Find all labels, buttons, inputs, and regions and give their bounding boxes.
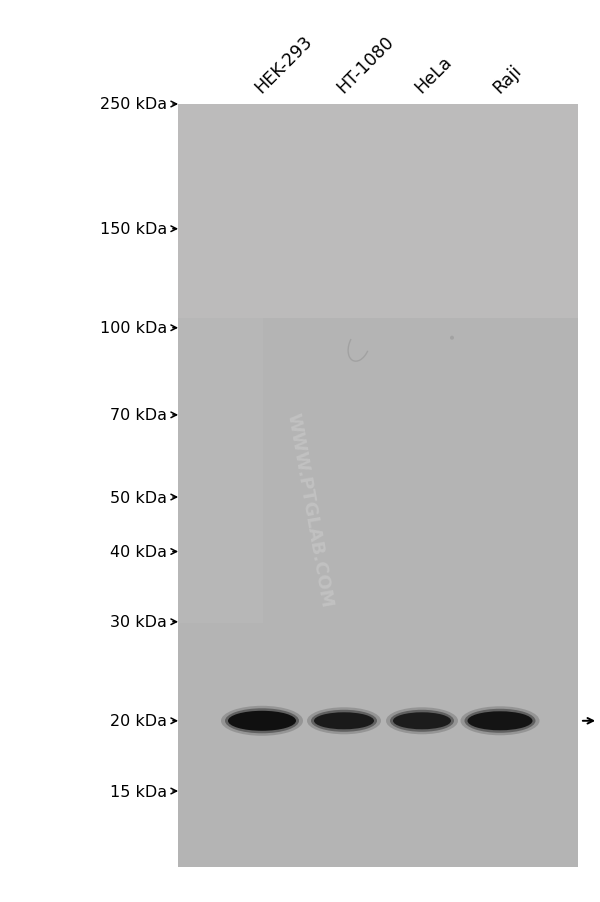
Bar [178, 318, 263, 623]
Ellipse shape [228, 711, 296, 731]
Ellipse shape [464, 709, 536, 733]
Text: Raji: Raji [489, 61, 525, 97]
Bar [178, 105, 578, 318]
Ellipse shape [307, 707, 381, 734]
Text: 20 kDa: 20 kDa [110, 713, 167, 729]
Ellipse shape [225, 708, 299, 733]
Ellipse shape [467, 712, 533, 731]
Text: HT-1080: HT-1080 [333, 32, 397, 97]
Ellipse shape [221, 706, 303, 736]
Text: 30 kDa: 30 kDa [110, 614, 167, 630]
Text: WWW.PTGLAB.COM: WWW.PTGLAB.COM [284, 410, 336, 608]
Ellipse shape [450, 336, 454, 340]
Text: 50 kDa: 50 kDa [110, 490, 167, 505]
Ellipse shape [314, 713, 374, 730]
Ellipse shape [390, 710, 454, 732]
Ellipse shape [461, 706, 539, 735]
Bar [178, 105, 578, 867]
Text: 250 kDa: 250 kDa [100, 97, 167, 113]
Ellipse shape [386, 707, 458, 734]
Text: HEK-293: HEK-293 [251, 32, 316, 97]
Text: 70 kDa: 70 kDa [110, 408, 167, 423]
Ellipse shape [311, 710, 377, 732]
Text: HeLa: HeLa [411, 53, 455, 97]
Text: 100 kDa: 100 kDa [100, 321, 167, 336]
Text: 150 kDa: 150 kDa [100, 222, 167, 237]
Ellipse shape [393, 713, 451, 730]
Text: 40 kDa: 40 kDa [110, 545, 167, 559]
Text: 15 kDa: 15 kDa [110, 784, 167, 798]
